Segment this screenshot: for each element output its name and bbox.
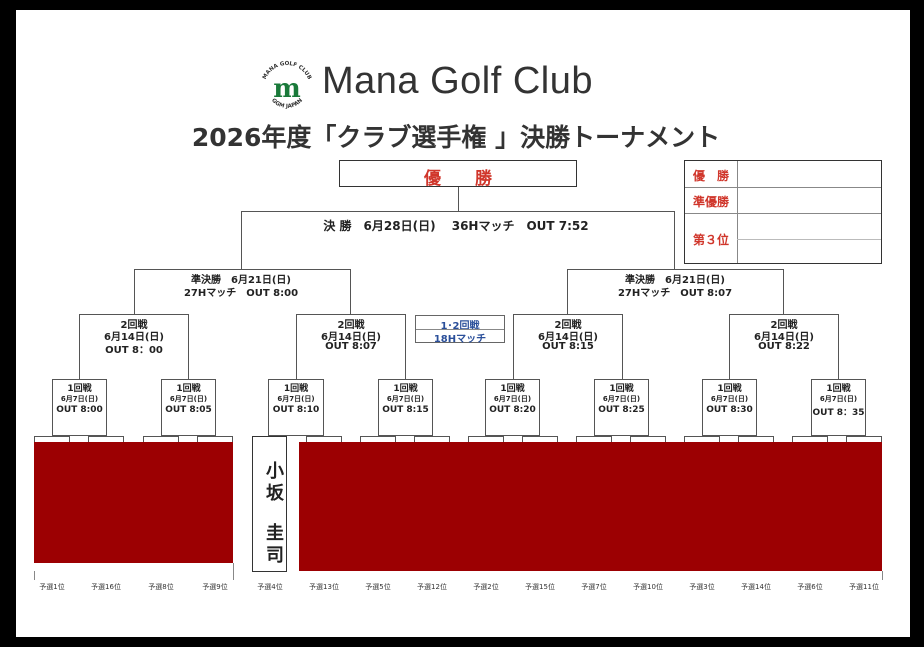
bracket-line — [674, 211, 675, 269]
seed-label: 予選12位 — [417, 583, 447, 591]
seed-label: 予選3位 — [689, 583, 715, 591]
player-name-line2: 圭司 — [263, 523, 284, 567]
round1-8-date: 6月7日(日) — [819, 395, 858, 403]
round1-match-4 — [378, 379, 433, 436]
round1-4-date: 6月7日(日) — [386, 395, 425, 403]
results-label-third: 第３位 — [692, 233, 729, 247]
round1-1-time: OUT 8:00 — [56, 405, 103, 415]
round1-match-2 — [161, 379, 216, 436]
round2-1-date: 6月14日(日) — [103, 332, 164, 343]
page-title: 2026年度「クラブ選手権 」決勝トーナメント — [191, 123, 721, 152]
club-name: Mana Golf Club — [322, 60, 594, 102]
round2-1-name: 2回戦 — [120, 320, 148, 331]
round1-1-date: 6月7日(日) — [60, 395, 99, 403]
round1-6-date: 6月7日(日) — [602, 395, 641, 403]
round2-4-date: 6月14日(日) — [753, 332, 814, 343]
round-format-line1: 1･2回戦 — [440, 321, 480, 332]
round1-1-name: 1回戦 — [67, 384, 92, 394]
round1-8-name: 1回戦 — [826, 384, 851, 394]
bracket-line — [241, 211, 242, 269]
seed-label: 予選14位 — [741, 583, 771, 591]
round1-3-name: 1回戦 — [283, 384, 309, 394]
semi-left-line2: 27Hマッチ OUT 8:00 — [183, 288, 299, 299]
seed-label: 予選5位 — [365, 583, 391, 591]
round-format-line2: 18Hマッチ — [433, 334, 487, 345]
redacted-player-names-left — [34, 442, 233, 563]
redacted-player-names-right — [299, 442, 882, 571]
round1-3-time: OUT 8:10 — [272, 405, 320, 415]
semi-right-line1: 準決勝 6月21日(日) — [624, 275, 725, 286]
round2-3-time: OUT 8:15 — [542, 341, 594, 352]
round1-5-name: 1回戦 — [500, 384, 525, 394]
seed-label: 予選6位 — [797, 583, 823, 591]
round1-6-time: OUT 8:25 — [598, 405, 645, 415]
round1-7-time: OUT 8:30 — [706, 405, 753, 415]
round1-8-time: OUT 8：35 — [812, 408, 865, 418]
round1-3-date: 6月7日(日) — [277, 395, 315, 403]
round2-4-time: OUT 8:22 — [758, 341, 810, 352]
results-label-winner: 優 勝 — [692, 169, 729, 183]
round1-2-time: OUT 8:05 — [165, 405, 212, 415]
tournament-sheet: MANA GOLF CLUB m GGM JAPAN Mana Golf Clu… — [16, 10, 910, 637]
seed-label: 予選15位 — [525, 583, 555, 591]
logo-letter: m — [273, 74, 301, 104]
seed-label: 予選10位 — [633, 583, 663, 591]
final-info: 決 勝 6月28日(日) 36Hマッチ OUT 7:52 — [323, 219, 589, 233]
semi-left-line1: 準決勝 6月21日(日) — [190, 275, 291, 286]
seed-label: 予選11位 — [849, 583, 879, 591]
seed-label: 予選7位 — [581, 583, 607, 591]
seed-label: 予選13位 — [309, 583, 339, 591]
seed-label: 予選9位 — [202, 583, 228, 591]
bracket-line — [458, 187, 459, 211]
round1-7-date: 6月7日(日) — [710, 395, 749, 403]
round1-match-3 — [268, 379, 324, 436]
seed-label: 予選1位 — [39, 583, 65, 591]
player-name-box: 小坂 圭司 — [252, 436, 287, 572]
round2-3-date: 6月14日(日) — [537, 332, 598, 343]
round1-match-6 — [594, 379, 649, 436]
round2-3-name: 2回戦 — [554, 320, 582, 331]
round1-2-name: 1回戦 — [176, 384, 201, 394]
logo-emblem-icon: MANA GOLF CLUB m GGM JAPAN — [262, 61, 312, 110]
round2-1-time: OUT 8：00 — [105, 345, 163, 356]
round1-6-name: 1回戦 — [609, 384, 634, 394]
results-table: 優 勝 準優勝 第３位 — [684, 160, 882, 264]
club-logo: MANA GOLF CLUB m GGM JAPAN — [256, 54, 318, 110]
champion-box: 優 勝 — [339, 160, 577, 189]
round1-7-name: 1回戦 — [717, 384, 742, 394]
seed-label: 予選8位 — [148, 583, 174, 591]
round1-match-7 — [702, 379, 757, 436]
bracket-line — [241, 211, 674, 212]
round2-4-name: 2回戦 — [770, 320, 798, 331]
round1-4-time: OUT 8:15 — [382, 405, 429, 415]
round2-2-name: 2回戦 — [337, 320, 365, 331]
round-format-box: 1･2回戦 18Hマッチ — [415, 315, 505, 345]
round1-match-8 — [811, 379, 866, 436]
results-label-runner-up: 準優勝 — [692, 195, 729, 209]
round1-match-1 — [52, 379, 107, 436]
seed-label: 予選2位 — [473, 583, 499, 591]
seed-label: 予選4位 — [257, 583, 283, 591]
champion-label: 優 勝 — [424, 169, 492, 189]
round1-5-time: OUT 8:20 — [489, 405, 536, 415]
round1-4-name: 1回戦 — [393, 384, 418, 394]
semi-right-line2: 27Hマッチ OUT 8:07 — [617, 288, 733, 299]
round1-match-5 — [485, 379, 540, 436]
round1-2-date: 6月7日(日) — [169, 395, 208, 403]
round2-2-date: 6月14日(日) — [320, 332, 381, 343]
player-name-line1: 小坂 — [263, 461, 284, 505]
round2-2-time: OUT 8:07 — [325, 341, 377, 352]
seed-label: 予選16位 — [91, 583, 121, 591]
round1-5-date: 6月7日(日) — [493, 395, 532, 403]
